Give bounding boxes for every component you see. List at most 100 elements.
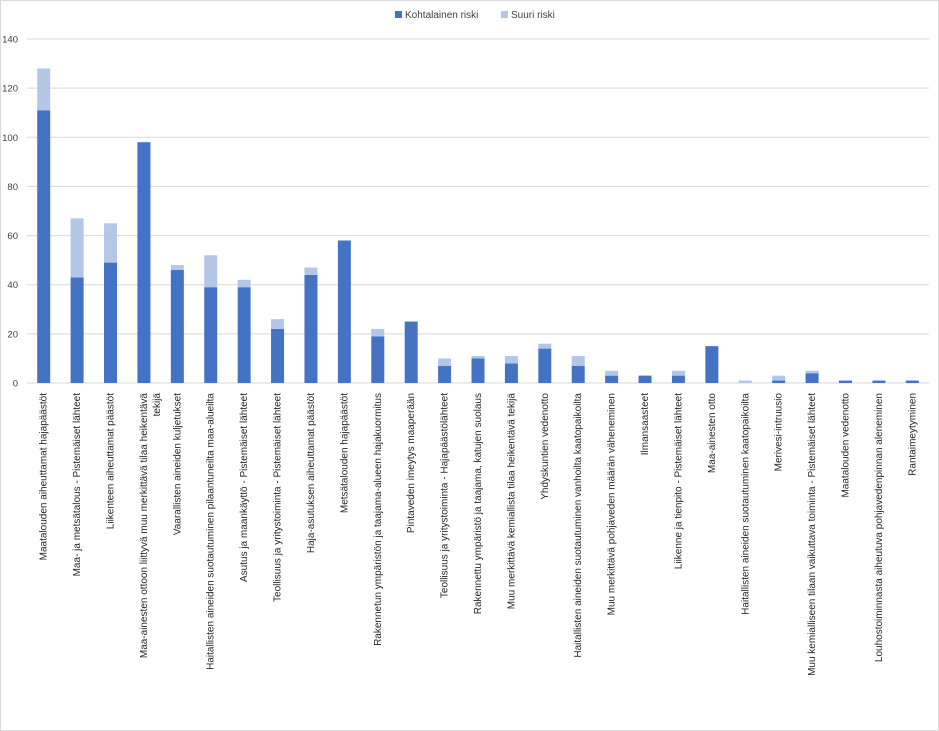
- bar-suuri: [237, 279, 251, 288]
- bar-suuri: [438, 358, 452, 366]
- x-tick-label-line: Maa- ja metsätalous - Pistemäiset lähtee…: [72, 393, 83, 577]
- bar-suuri: [271, 319, 285, 329]
- bar-suuri: [371, 328, 385, 337]
- bar-suuri: [571, 355, 585, 366]
- y-tick-label: 20: [7, 329, 18, 340]
- x-tick-label-line: Ilmansaasteet: [640, 393, 651, 455]
- y-tick-label: 140: [2, 35, 18, 46]
- x-tick-label-line: tekijä: [152, 393, 163, 417]
- x-tick-label: Louhostoiminnasta aiheutuva pohjavedenpi…: [874, 393, 885, 662]
- bar-suuri: [671, 370, 685, 376]
- x-tick-label: Rakennettu ympäristö ja taajama, katujen…: [473, 393, 484, 614]
- bar-suuri: [738, 380, 752, 383]
- bar-suuri: [104, 223, 118, 263]
- bar-suuri: [504, 355, 518, 364]
- x-tick-label-line: Maa-ainesten otto: [707, 393, 718, 473]
- x-tick-label: Rakennetun ympäristön ja taajama-alueen …: [373, 393, 384, 646]
- bar-kohtalainen: [838, 380, 852, 383]
- x-tick-label: Liikenteen aiheuttamat päästöt: [106, 393, 117, 529]
- x-tick-label: Maatalouden aiheuttamat hajapäästöt: [39, 393, 50, 561]
- x-tick-label: Muu merkittävä pohjaveden määrän vähenem…: [607, 393, 618, 615]
- x-tick-label-line: Muu kemialliseen tilaan vaikuttava toimi…: [807, 393, 818, 676]
- x-tick-label: Muu kemialliseen tilaan vaikuttava toimi…: [807, 393, 818, 676]
- bar-kohtalainen: [438, 365, 452, 383]
- bar-kohtalainen: [137, 142, 151, 383]
- bar-kohtalainen: [170, 269, 184, 383]
- bar-suuri: [70, 218, 84, 278]
- x-tick-label-line: Rantaimeytyminen: [907, 393, 918, 476]
- bar-kohtalainen: [471, 358, 485, 383]
- y-tick-label: 40: [7, 280, 18, 291]
- bar-kohtalainen: [271, 328, 285, 383]
- x-tick-label: Vaarallisten aineiden kuljetukset: [172, 393, 183, 535]
- x-tick-label: Teollisuus ja yritystoiminta - Pistemäis…: [273, 393, 284, 602]
- x-tick-label-line: Asutus ja maankäyttö - Pistemäiset lähte…: [239, 393, 250, 582]
- x-tick-label: Ilmansaasteet: [640, 393, 651, 455]
- bar-kohtalainen: [404, 321, 418, 383]
- x-tick-label: Maatalouden vedenotto: [840, 393, 851, 498]
- x-tick-label-line: Louhostoiminnasta aiheutuva pohjavedenpi…: [874, 393, 885, 662]
- bar-kohtalainen: [538, 348, 552, 383]
- legend-swatch: [501, 11, 508, 18]
- x-tick-label-line: Vaarallisten aineiden kuljetukset: [172, 393, 183, 535]
- x-tick-label-line: Rakennetun ympäristön ja taajama-alueen …: [373, 393, 384, 646]
- legend-swatch: [395, 11, 402, 18]
- bar-suuri: [605, 370, 619, 376]
- x-tick-label-line: Pintaveden imeytys maaperään: [406, 393, 417, 533]
- bar-suuri: [170, 265, 184, 270]
- bar-kohtalainen: [705, 346, 719, 383]
- bar-kohtalainen: [104, 262, 118, 383]
- x-tick-label: Maa-ainesten ottoon liittyvä muu merkitt…: [139, 393, 163, 659]
- x-tick-label-line: Liikenteen aiheuttamat päästöt: [106, 393, 117, 529]
- x-tick-label-line: Rakennettu ympäristö ja taajama, katujen…: [473, 393, 484, 614]
- x-tick-label: Haja-asutuksen aiheuttamat päästöt: [306, 393, 317, 553]
- bar-kohtalainen: [37, 110, 51, 383]
- x-tick-label: Maa- ja metsätalous - Pistemäiset lähtee…: [72, 393, 83, 577]
- y-tick-label: 120: [2, 84, 18, 95]
- bar-suuri: [772, 375, 786, 381]
- bar-kohtalainen: [571, 365, 585, 383]
- bar-kohtalainen: [70, 277, 84, 383]
- x-tick-label: Pintaveden imeytys maaperään: [406, 393, 417, 533]
- x-tick-label: Haitallisten aineiden suotautuminen kaat…: [740, 393, 751, 615]
- legend-label: Suuri riski: [511, 10, 555, 21]
- x-tick-label: Rantaimeytyminen: [907, 393, 918, 476]
- x-tick-label: Liikenne ja tienpito - Pistemäiset lähte…: [673, 393, 684, 569]
- bar-kohtalainen: [905, 380, 919, 383]
- x-tick-label-line: Metsätalouden hajapäästöt: [339, 393, 350, 513]
- bar-kohtalainen: [337, 240, 351, 383]
- x-tick-label: Yhdyskuntien vedenotto: [540, 393, 551, 500]
- bar-kohtalainen: [371, 336, 385, 383]
- x-tick-label: Asutus ja maankäyttö - Pistemäiset lähte…: [239, 393, 250, 582]
- y-tick-label: 60: [7, 231, 18, 242]
- x-tick-label-line: Muu merkittävä pohjaveden määrän vähenem…: [607, 393, 618, 615]
- x-tick-label-line: Haitallisten aineiden suotautuminen vanh…: [573, 393, 584, 658]
- x-tick-label: Haitallisten aineiden suotautuminen vanh…: [573, 393, 584, 658]
- x-tick-label-line: Muu merkittävä kemiallista tilaa heikent…: [506, 393, 517, 610]
- y-tick-label: 100: [2, 133, 18, 144]
- x-tick-label: Teollisuus ja yritystoiminta - Hajapääst…: [440, 393, 451, 598]
- legend-label: Kohtalainen riski: [405, 10, 478, 21]
- x-tick-label-line: Liikenne ja tienpito - Pistemäiset lähte…: [673, 393, 684, 569]
- y-tick-label: 0: [13, 379, 18, 390]
- x-tick-label-line: Yhdyskuntien vedenotto: [540, 393, 551, 500]
- bar-suuri: [37, 68, 51, 111]
- bar-kohtalainen: [872, 380, 886, 383]
- x-tick-label-line: Maatalouden vedenotto: [840, 393, 851, 498]
- y-tick-label: 80: [7, 182, 18, 193]
- bar-kohtalainen: [772, 380, 786, 383]
- x-tick-label-line: Haitallisten aineiden suotautuminen pila…: [206, 393, 217, 670]
- x-tick-label-line: Merivesi-intruusio: [774, 393, 785, 472]
- bar-suuri: [204, 255, 218, 288]
- x-tick-label: Haitallisten aineiden suotautuminen pila…: [206, 393, 217, 670]
- bar-kohtalainen: [605, 375, 619, 383]
- x-tick-label-line: Teollisuus ja yritystoiminta - Pistemäis…: [273, 393, 284, 602]
- bar-kohtalainen: [638, 375, 652, 383]
- x-tick-label: Muu merkittävä kemiallista tilaa heikent…: [506, 393, 517, 610]
- x-tick-label-line: Haitallisten aineiden suotautuminen kaat…: [740, 393, 751, 615]
- bar-suuri: [471, 355, 485, 359]
- x-tick-label: Maa-ainesten otto: [707, 393, 718, 473]
- x-tick-label-line: Teollisuus ja yritystoiminta - Hajapääst…: [440, 393, 451, 598]
- bar-suuri: [304, 267, 318, 275]
